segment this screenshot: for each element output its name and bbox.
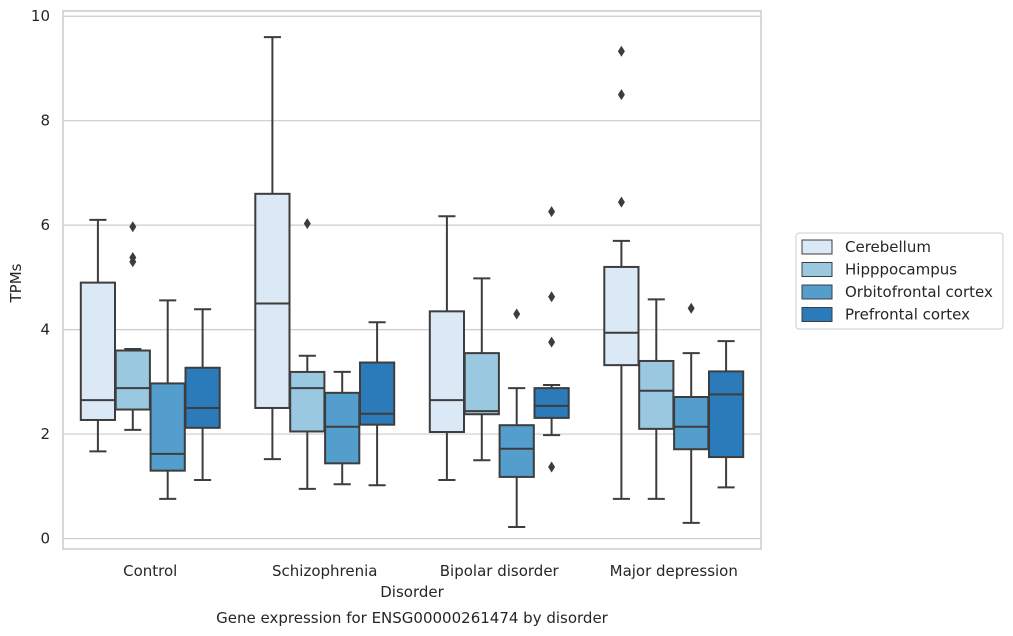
outlier-point [303,218,311,230]
box-iqr [533,387,570,419]
box-iqr [707,370,745,459]
y-tick-label: 10 [31,7,50,25]
x-tick-label: Bipolar disorder [440,562,560,580]
legend-label: Orbitofrontal cortex [845,283,993,301]
box-prefrontal-cortex [184,308,221,482]
chart-title: Gene expression for ENSG00000261474 by d… [216,609,609,627]
box-iqr [114,349,151,411]
box-iqr [324,391,361,465]
box-iqr [428,310,466,433]
box-iqr [638,359,675,430]
box-hipppocampus [114,221,151,431]
box-iqr [673,396,710,451]
y-axis-label: TPMs [7,263,25,303]
legend-label: Cerebellum [845,238,931,256]
box-prefrontal-cortex [358,321,396,487]
legend-swatch [801,239,833,255]
box-iqr [149,382,186,472]
plot-frame [62,10,762,550]
outlier-point [617,196,625,208]
outlier-point [617,89,625,101]
outlier-point [513,308,521,320]
box-hipppocampus [463,277,500,462]
box-iqr [603,265,640,367]
x-tick-label: Major depression [610,562,738,580]
outlier-point [548,461,556,473]
legend-swatch [801,284,833,300]
box-orbitofrontal-cortex [324,370,361,486]
box-groups [79,36,745,529]
legend-frame [795,232,1004,330]
y-tick-label: 0 [40,530,50,548]
box-hipppocampus [638,298,675,500]
box-hipppocampus [289,218,326,490]
y-tick-labels: 0 2 4 6 8 10 [31,7,50,547]
box-iqr [184,366,221,429]
outlier-point [687,302,695,314]
box-prefrontal-cortex [707,340,745,489]
y-tick-label: 4 [40,321,50,339]
box-iqr [463,352,500,416]
x-tick-labels: Control Schizophrenia Bipolar disorder Majo… [123,562,738,580]
box-iqr [254,192,291,409]
box-iqr [358,361,396,426]
box-cerebellum [428,215,466,482]
box-prefrontal-cortex [533,206,570,473]
outlier-point [548,206,556,218]
y-tick-label: 6 [40,216,50,234]
outlier-point [617,45,625,57]
legend-swatch [801,262,833,277]
outlier-point [129,252,137,264]
legend-label: Prefrontal cortex [845,306,970,324]
box-cerebellum [603,45,640,500]
outlier-point [548,336,556,348]
legend-swatch [801,307,833,322]
box-orbitofrontal-cortex [498,308,535,529]
box-iqr [498,424,535,478]
outlier-point [129,221,137,233]
x-tick-label: Schizophrenia [272,562,377,580]
legend-label: Hipppocampus [845,261,957,279]
x-axis-label: Disorder [380,583,444,601]
legend: Cerebellum Hipppocampus Orbitofrontal cort… [795,232,1004,330]
y-tick-label: 8 [40,112,50,130]
box-iqr [289,370,326,433]
y-tick-label: 2 [40,425,50,443]
x-tick-label: Control [123,562,177,580]
outlier-point [548,291,556,303]
box-cerebellum [254,36,291,461]
